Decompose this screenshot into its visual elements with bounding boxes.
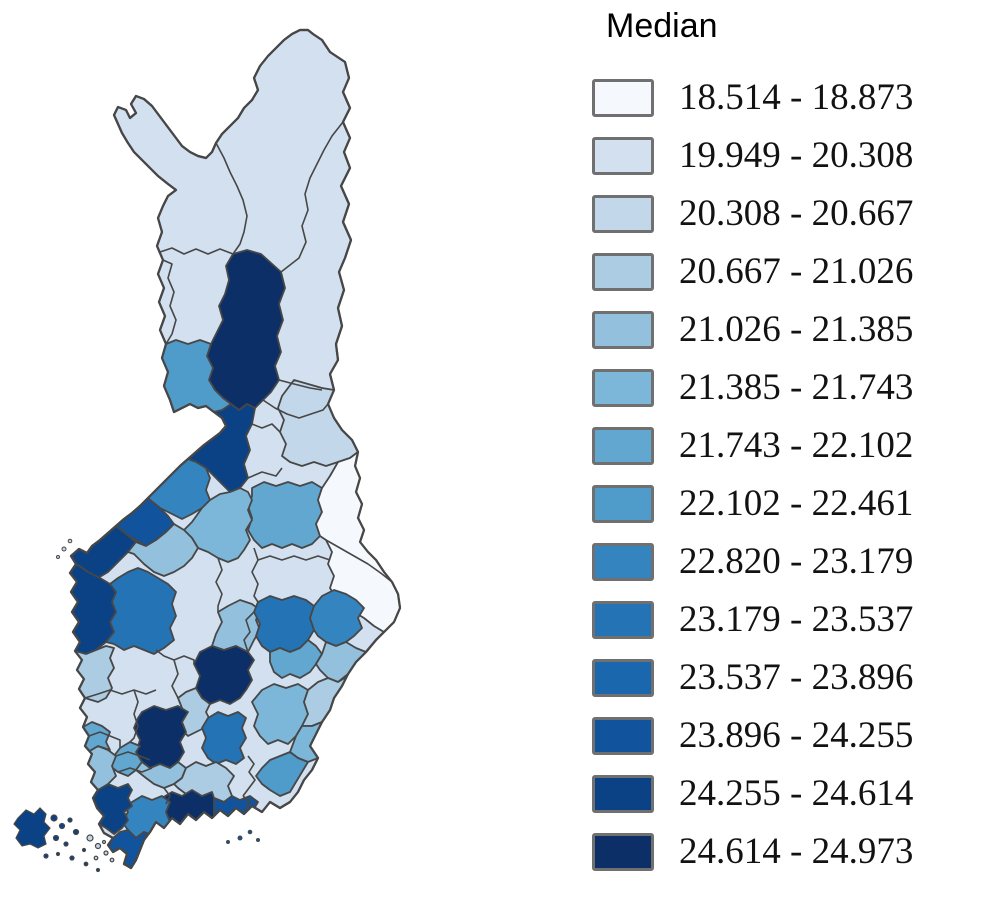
legend-row: 24.614 - 24.973 [592,831,982,873]
map-region [269,639,323,679]
legend-row: 21.385 - 21.743 [592,367,982,409]
legend-range-label: 23.179 - 23.537 [679,599,914,641]
legend-range-label: 23.896 - 24.255 [679,715,914,757]
legend-row: 22.102 - 22.461 [592,483,982,525]
legend-row: 20.308 - 20.667 [592,193,982,235]
legend-row: 23.179 - 23.537 [592,599,982,641]
legend-range-label: 21.026 - 21.385 [679,309,914,351]
legend-row: 18.514 - 18.873 [592,77,982,119]
aland-archipelago [13,807,101,873]
legend-range-label: 21.385 - 21.743 [679,367,914,409]
legend-rows: 18.514 - 18.873 19.949 - 20.308 20.308 - 2… [592,77,982,873]
legend-range-label: 18.514 - 18.873 [679,77,914,119]
map-legend: Median 18.514 - 18.873 19.949 - 20.308 20.… [592,6,982,871]
legend-range-label: 20.308 - 20.667 [679,193,914,235]
legend-title: Median [606,7,718,45]
legend-row: 21.743 - 22.102 [592,425,982,467]
legend-range-label: 22.102 - 22.461 [679,483,914,525]
legend-row: 23.537 - 23.896 [592,657,982,699]
legend-swatch [592,310,654,349]
legend-row: 21.026 - 21.385 [592,309,982,351]
legend-range-label: 21.743 - 22.102 [679,425,914,467]
legend-range-label: 20.667 - 21.026 [679,251,914,293]
legend-range-label: 22.820 - 23.179 [679,541,914,583]
legend-swatch [592,426,654,465]
legend-swatch [592,194,654,233]
map-region [193,645,255,705]
legend-range-label: 23.537 - 23.896 [679,657,914,699]
legend-row: 23.896 - 24.255 [592,715,982,757]
map-internal-borders [84,121,393,811]
map-region [277,379,359,467]
legend-range-label: 19.949 - 20.308 [679,135,914,177]
south-coast-islets [226,829,260,844]
legend-swatch [592,658,654,697]
legend-row: 24.255 - 24.614 [592,773,982,815]
legend-row: 20.667 - 21.026 [592,251,982,293]
map-region [105,567,177,655]
legend-swatch [592,252,654,291]
map-region [309,589,365,647]
legend-swatch [592,600,654,639]
legend-swatch [592,484,654,523]
legend-range-label: 24.255 - 24.614 [679,773,914,815]
legend-row: 22.820 - 23.179 [592,541,982,583]
legend-swatch [592,368,654,407]
map-region [247,481,323,549]
map-region [201,711,247,765]
map-region [213,795,259,831]
legend-swatch [592,774,654,813]
map-region [127,523,199,577]
map-region [133,705,189,769]
legend-swatch [592,136,654,175]
legend-swatch [592,716,654,755]
west-coast-islets [56,538,73,559]
map-region [255,751,309,797]
legend-swatch [592,832,654,871]
turku-archipelago-islets [86,834,115,863]
legend-range-label: 24.614 - 24.973 [679,831,914,873]
legend-row: 19.949 - 20.308 [592,135,982,177]
legend-swatch [592,542,654,581]
legend-swatch [592,78,654,117]
